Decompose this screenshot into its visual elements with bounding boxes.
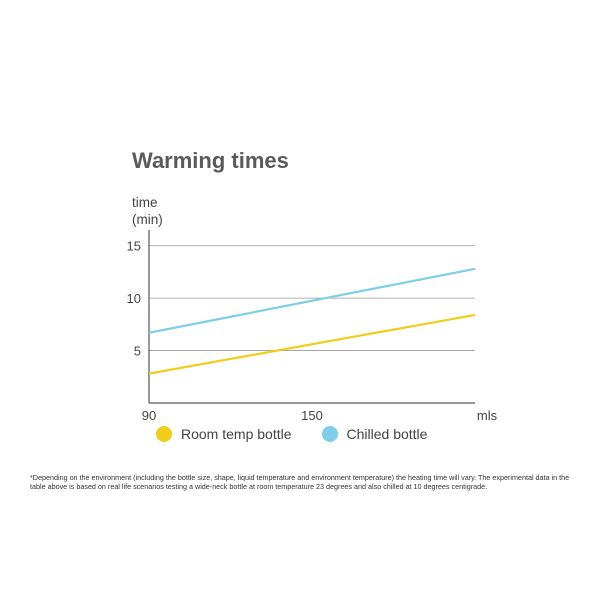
legend-swatch-room-temp (156, 426, 172, 442)
y-tick-label-10: 10 (127, 291, 141, 306)
legend: Room temp bottle Chilled bottle (156, 426, 457, 442)
legend-label-room-temp: Room temp bottle (181, 426, 292, 442)
x-tick-label-90: 90 (142, 408, 156, 423)
legend-item-room-temp: Room temp bottle (156, 426, 292, 442)
chart-title: Warming times (132, 148, 289, 173)
footnote: *Depending on the environment (including… (30, 473, 570, 491)
y-tick-label-15: 15 (127, 239, 141, 254)
series-line-1 (148, 267, 476, 334)
x-axis-unit-label: mls (477, 408, 498, 423)
legend-item-chilled: Chilled bottle (321, 426, 428, 442)
y-axis-label-line1: time (132, 195, 158, 210)
y-axis-label: time (min) (132, 194, 163, 228)
legend-swatch-chilled (321, 426, 338, 442)
x-tick-label-150: 150 (301, 408, 323, 423)
y-axis-label-line2: (min) (132, 212, 163, 227)
y-tick-label-5: 5 (134, 344, 141, 359)
series-line-0 (148, 313, 476, 375)
legend-label-chilled: Chilled bottle (346, 426, 428, 442)
